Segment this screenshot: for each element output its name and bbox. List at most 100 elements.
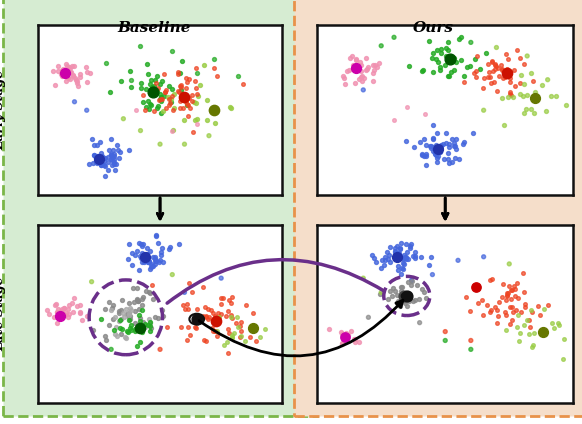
Point [192,70,201,76]
Point [192,91,201,98]
Point [554,321,563,328]
Point [139,99,148,106]
Point [183,101,192,108]
Point [157,97,166,104]
Point [502,66,512,73]
Point [404,63,414,70]
Point [162,324,172,331]
Point [126,68,135,75]
Point [342,333,352,340]
Point [523,92,532,98]
Point [255,334,265,341]
Point [502,326,511,333]
Point [445,144,454,151]
Point [417,67,426,74]
Point [336,329,346,336]
Point [431,151,440,157]
Point [165,244,175,251]
Point [502,70,512,76]
Point [63,72,72,78]
Point [132,295,141,302]
Text: Early Stage: Early Stage [0,70,6,151]
Point [86,70,95,77]
Point [95,154,105,161]
Point [91,159,100,166]
Point [212,328,221,335]
Point [391,249,400,256]
Point [154,102,163,109]
Point [137,324,146,331]
Point [100,154,109,161]
Point [129,299,139,306]
Point [182,101,191,108]
Point [355,339,364,346]
Point [472,53,481,59]
Point [184,306,193,312]
Point [195,81,204,88]
Point [240,337,250,344]
Point [157,77,166,84]
Point [63,75,72,81]
Point [100,172,109,179]
Point [534,303,543,310]
Point [487,58,496,65]
Point [559,335,569,342]
Point [134,311,143,318]
Point [149,296,158,302]
Point [403,278,413,285]
Point [390,288,399,295]
Point [518,270,527,276]
Point [457,33,466,40]
Point [130,328,140,335]
Point [260,326,269,333]
Point [145,320,154,326]
Point [421,153,431,159]
Point [54,63,63,70]
Point [69,309,78,316]
Point [155,80,164,87]
Point [515,91,524,98]
Point [449,140,458,147]
Point [239,81,248,87]
Point [165,245,174,252]
Point [494,65,503,72]
Point [144,259,154,266]
Point [69,73,78,80]
Point [384,296,393,303]
Point [66,68,75,75]
Point [154,97,164,104]
Point [399,260,409,267]
Point [52,309,62,315]
Point [142,257,151,264]
Point [158,108,168,114]
Point [368,62,378,69]
Point [169,91,178,98]
Point [146,247,155,254]
Point [431,141,441,148]
Point [520,300,530,307]
Point [502,293,512,299]
Point [182,75,191,82]
Point [226,103,235,110]
Point [234,323,243,330]
Point [471,284,481,290]
Point [372,64,381,70]
Point [146,100,155,107]
Point [512,47,521,53]
Point [441,328,450,335]
Point [115,316,125,323]
Point [493,312,502,319]
Point [111,313,120,320]
Point [81,63,91,70]
Point [485,276,495,283]
Point [449,55,459,61]
Point [346,327,356,334]
Point [505,90,514,97]
Point [152,87,161,94]
Point [184,279,193,286]
Point [137,84,146,91]
Point [149,108,158,115]
Point [60,70,69,76]
Point [381,257,390,264]
Point [228,335,237,342]
